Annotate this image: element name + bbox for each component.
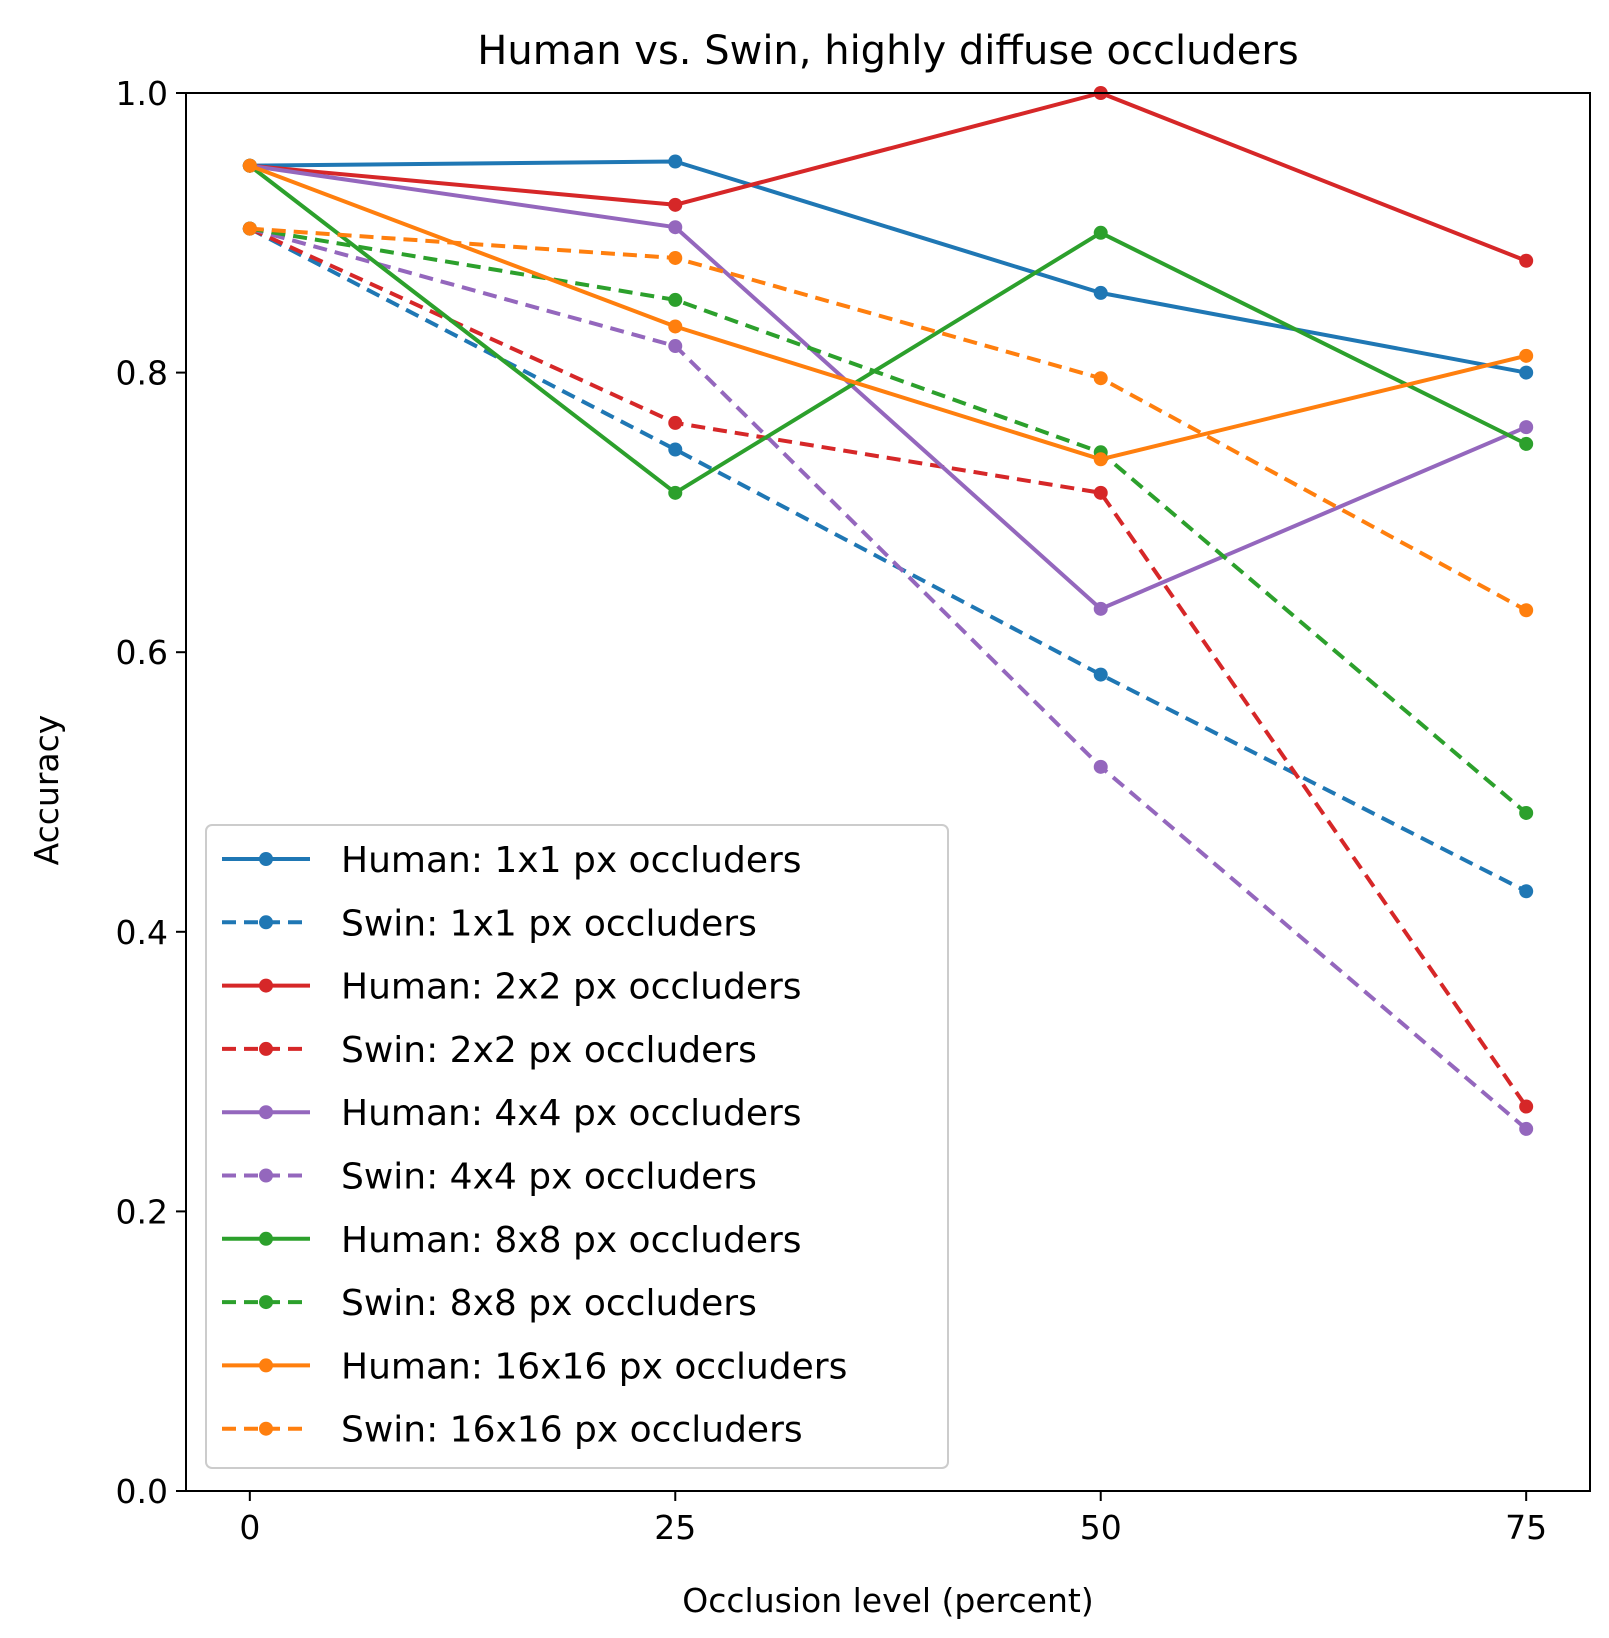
data-point: [1519, 1099, 1534, 1114]
data-point: [242, 221, 257, 236]
x-tick-label: 75: [1505, 1508, 1547, 1547]
legend-label: Human: 1x1 px occluders: [341, 840, 802, 881]
series-line: [249, 226, 1528, 1131]
series-line: [249, 159, 1527, 375]
legend: Human: 1x1 px occluders Swin: 1x1 px occl…: [205, 824, 949, 1469]
series-line: [248, 164, 1528, 495]
y-tick-label: 0.2: [116, 1192, 168, 1231]
data-point: [1519, 420, 1534, 435]
legend-label: Human: 8x8 px occluders: [341, 1220, 802, 1261]
data-point: [668, 339, 683, 354]
data-point: [1093, 225, 1108, 240]
data-point: [1093, 371, 1108, 386]
data-point: [1519, 805, 1534, 820]
legend-marker: [259, 1231, 273, 1246]
legend-marker: [259, 915, 273, 930]
y-tick-label: 0.0: [116, 1472, 168, 1511]
axes-frame: [185, 92, 1591, 1492]
data-point: [1519, 348, 1534, 363]
y-axis-label: Accuracy: [27, 715, 66, 866]
data-point: [1519, 1121, 1534, 1136]
series-line: [249, 226, 1528, 613]
plot-area: [242, 86, 1534, 1136]
legend-label: Swin: 2x2 px occluders: [341, 1030, 757, 1071]
data-point: [1093, 285, 1108, 300]
legend-marker: [259, 1358, 273, 1373]
data-point: [1093, 485, 1108, 500]
x-tick-label: 50: [1080, 1508, 1122, 1547]
legend-label: Human: 2x2 px occluders: [341, 967, 802, 1008]
axis-ticks: 0 25 50 75 0.0 0.2 0.4 0.6 0.8 1.0: [116, 74, 1548, 1547]
legend-label: Swin: 8x8 px occluders: [341, 1283, 757, 1324]
data-point: [668, 442, 683, 457]
data-point: [1519, 253, 1534, 268]
legend-label: Swin: 4x4 px occluders: [341, 1157, 757, 1198]
data-point: [1093, 452, 1108, 467]
data-point: [1519, 603, 1534, 618]
legend-marker: [259, 1105, 273, 1120]
legend-marker: [259, 1295, 273, 1310]
x-axis-label: Occlusion level (percent): [682, 1581, 1093, 1620]
legend-marker: [259, 1168, 273, 1183]
data-point: [1093, 759, 1108, 774]
chart-title: Human vs. Swin, highly diffuse occluders: [477, 28, 1298, 74]
data-point: [668, 250, 683, 265]
y-tick-label: 0.4: [116, 913, 168, 952]
data-point: [1519, 436, 1534, 451]
legend-marker: [259, 1421, 273, 1436]
legend-label: Human: 16x16 px occluders: [341, 1346, 847, 1387]
data-point: [668, 319, 683, 334]
data-point: [668, 220, 683, 235]
legend-marker: [259, 852, 273, 866]
x-tick-label: 0: [239, 1508, 260, 1547]
x-tick-label: 25: [654, 1508, 696, 1547]
legend-marker: [259, 1041, 273, 1056]
legend-label: Swin: 1x1 px occluders: [341, 903, 757, 944]
legend-box: [205, 824, 949, 1469]
data-point: [668, 197, 683, 212]
series-line: [249, 163, 1527, 462]
y-tick-label: 0.8: [116, 354, 168, 393]
legend-marker: [259, 978, 273, 993]
data-point: [668, 415, 683, 430]
series-line: [249, 163, 1527, 611]
series-line: [249, 91, 1527, 263]
data-point: [1093, 601, 1108, 616]
data-point: [1519, 884, 1534, 899]
y-tick-label: 0.6: [116, 633, 168, 672]
series-line: [248, 226, 1528, 1108]
data-point: [242, 158, 257, 173]
legend-label: Human: 4x4 px occluders: [341, 1093, 802, 1134]
data-point: [668, 154, 683, 169]
series-line: [248, 226, 1528, 894]
data-point: [668, 292, 683, 307]
data-point: [1093, 667, 1108, 682]
y-tick-label: 1.0: [116, 74, 168, 113]
data-point: [1519, 365, 1534, 380]
legend-label: Swin: 16x16 px occluders: [341, 1410, 803, 1451]
data-point: [668, 485, 683, 500]
